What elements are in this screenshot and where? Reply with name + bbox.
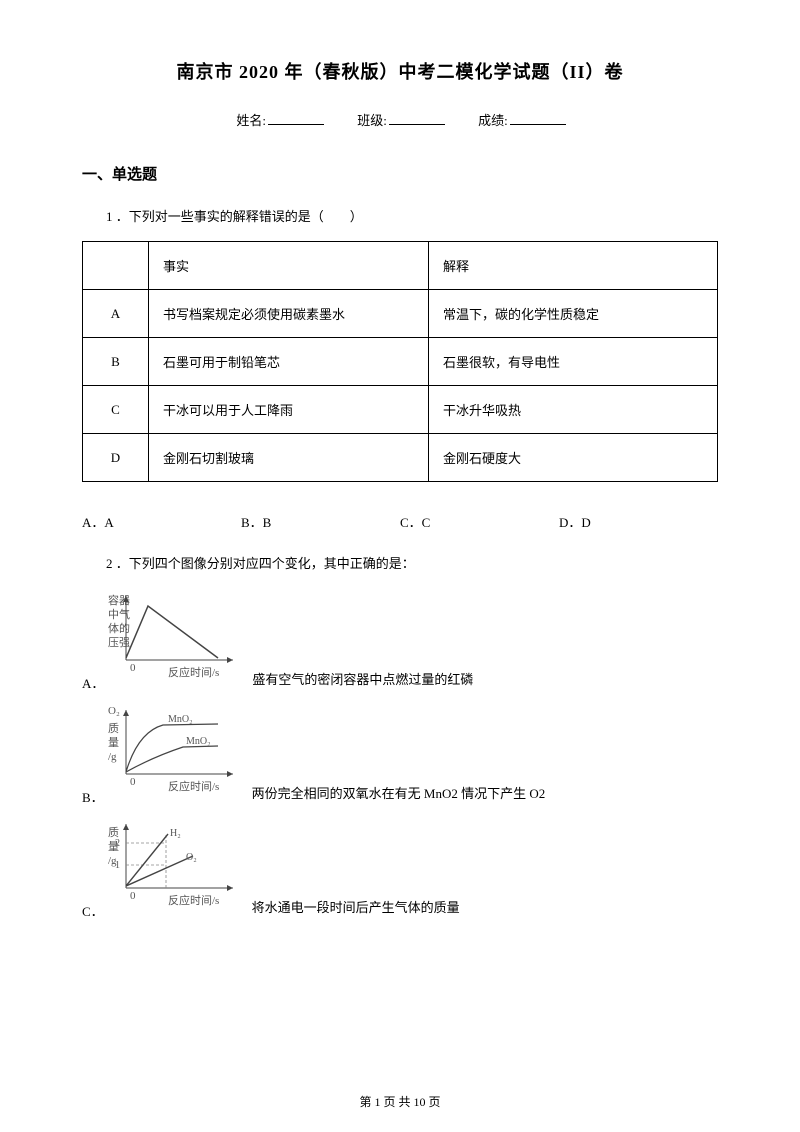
q2-option-a: A． 容器 中气 体的 压强 0 反应时间/s 盛有空气的密闭容器中点燃过量的红… [82, 588, 718, 692]
svg-text:反应时间/s: 反应时间/s [168, 893, 219, 907]
q2-option-c: C． 质 量 /g 2 1 H₂ O₂ 0 反应时间/s 将水通电一段时间后产生… [82, 816, 718, 920]
info-line: 姓名: 班级: 成绩: [82, 110, 718, 129]
score-label: 成绩: [478, 113, 508, 128]
table-cell: A [83, 290, 149, 338]
q1-options: A．A B．B C．C D．D [82, 512, 718, 531]
option-letter: A． [82, 673, 104, 692]
table-row: D 金刚石切割玻璃 金刚石硬度大 [83, 434, 718, 482]
table-cell: 金刚石硬度大 [429, 434, 718, 482]
table-row: C 干冰可以用于人工降雨 干冰升华吸热 [83, 386, 718, 434]
svg-text:O₂: O₂ [108, 705, 120, 717]
table-cell: 解释 [429, 242, 718, 290]
q1-stem: 1 ．下列对一些事实的解释错误的是（ ） [106, 206, 718, 225]
name-blank [268, 124, 324, 125]
table-cell: B [83, 338, 149, 386]
svg-text:0: 0 [130, 776, 136, 788]
svg-text:0: 0 [130, 662, 136, 674]
svg-text:0: 0 [130, 890, 136, 902]
table-row: B 石墨可用于制铅笔芯 石墨很软，有导电性 [83, 338, 718, 386]
svg-text:2: 2 [115, 838, 120, 849]
svg-text:反应时间/s: 反应时间/s [168, 665, 219, 679]
option-letter: C． [82, 901, 104, 920]
page-footer: 第 1 页 共 10 页 [0, 1093, 800, 1110]
svg-text:H₂: H₂ [170, 828, 181, 839]
table-cell: 干冰升华吸热 [429, 386, 718, 434]
svg-text:量: 量 [108, 736, 119, 749]
page-title: 南京市 2020 年（春秋版）中考二模化学试题（II）卷 [82, 58, 718, 84]
q2-option-b: B． O₂ 质 量 /g MnO₂ MnO₂ 0 反应时间/s 两份完全相同的双… [82, 702, 718, 806]
chart-b: O₂ 质 量 /g MnO₂ MnO₂ 0 反应时间/s [108, 702, 248, 806]
table-cell: 书写档案规定必须使用碳素墨水 [149, 290, 429, 338]
name-label: 姓名: [236, 113, 266, 128]
svg-text:质: 质 [108, 722, 119, 735]
option-desc: 盛有空气的密闭容器中点燃过量的红磷 [252, 669, 473, 692]
table-cell: 常温下，碳的化学性质稳定 [429, 290, 718, 338]
svg-text:1: 1 [115, 860, 120, 871]
svg-text:中气: 中气 [108, 607, 130, 621]
table-cell: 事实 [149, 242, 429, 290]
table-cell: 金刚石切割玻璃 [149, 434, 429, 482]
svg-text:压强: 压强 [108, 636, 130, 649]
q1-table: 事实 解释 A 书写档案规定必须使用碳素墨水 常温下，碳的化学性质稳定 B 石墨… [82, 241, 718, 482]
table-cell: 石墨可用于制铅笔芯 [149, 338, 429, 386]
svg-text:MnO₂: MnO₂ [168, 714, 193, 725]
table-cell: D [83, 434, 149, 482]
svg-text:/g: /g [108, 751, 117, 763]
svg-text:MnO₂: MnO₂ [186, 736, 211, 747]
table-cell: 石墨很软，有导电性 [429, 338, 718, 386]
option-a: A．A [82, 512, 241, 531]
svg-text:O₂: O₂ [186, 852, 197, 863]
class-blank [389, 124, 445, 125]
table-cell: 干冰可以用于人工降雨 [149, 386, 429, 434]
score-blank [510, 124, 566, 125]
table-row: A 书写档案规定必须使用碳素墨水 常温下，碳的化学性质稳定 [83, 290, 718, 338]
table-cell [83, 242, 149, 290]
option-desc: 两份完全相同的双氧水在有无 MnO2 情况下产生 O2 [252, 783, 546, 806]
class-label: 班级: [357, 113, 387, 128]
option-c: C．C [400, 512, 559, 531]
table-cell: C [83, 386, 149, 434]
section-heading: 一、单选题 [82, 163, 718, 184]
q2-stem: 2 ．下列四个图像分别对应四个变化，其中正确的是： [106, 553, 718, 572]
chart-c: 质 量 /g 2 1 H₂ O₂ 0 反应时间/s [108, 816, 248, 920]
svg-text:反应时间/s: 反应时间/s [168, 779, 219, 793]
option-desc: 将水通电一段时间后产生气体的质量 [252, 897, 460, 920]
table-row: 事实 解释 [83, 242, 718, 290]
option-b: B．B [241, 512, 400, 531]
option-d: D．D [559, 512, 718, 531]
svg-text:体的: 体的 [108, 621, 130, 635]
chart-a: 容器 中气 体的 压强 0 反应时间/s [108, 588, 248, 692]
option-letter: B． [82, 787, 104, 806]
